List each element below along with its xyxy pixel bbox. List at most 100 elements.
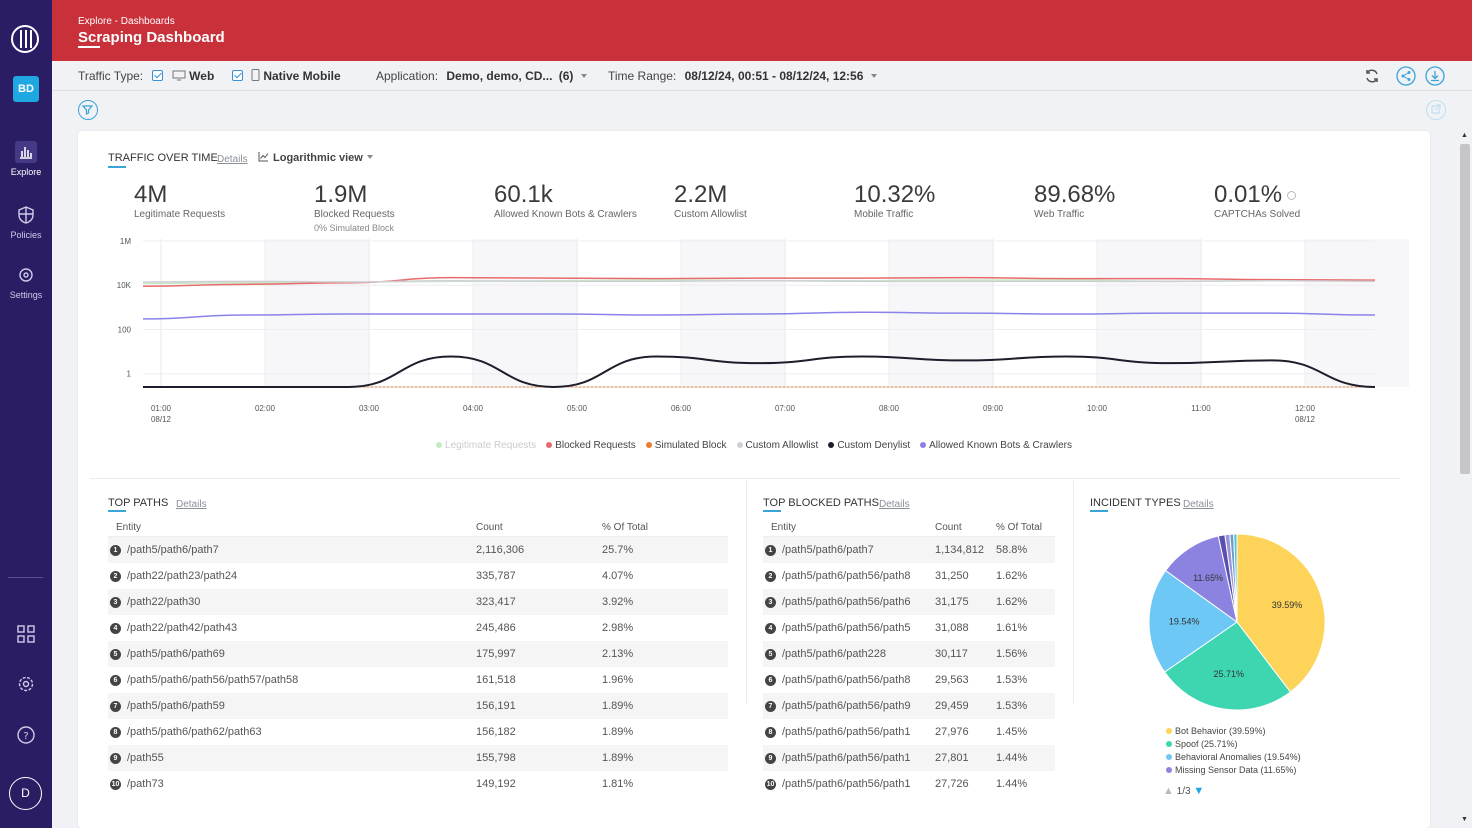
apps-grid-icon[interactable] [16, 624, 36, 644]
count-cell: 323,417 [476, 596, 516, 608]
sidebar-item-explore[interactable]: Explore [0, 141, 52, 177]
table-row[interactable]: 7/path5/path6/path59 156,191 1.89% [108, 693, 728, 719]
pie-legend-item[interactable]: Bot Behavior (39.59%) [1166, 725, 1301, 738]
web-checkbox[interactable] [152, 70, 164, 81]
entity-cell[interactable]: 3/path22/path30 [110, 596, 470, 608]
entity-cell[interactable]: 2/path22/path23/path24 [110, 570, 470, 582]
entity-cell[interactable]: 1/path5/path6/path7 [765, 544, 929, 556]
page-scrollbar[interactable]: ▲ ▼ [1458, 130, 1472, 828]
native-mobile-checkbox[interactable] [231, 70, 243, 81]
percent-cell: 1.44% [996, 778, 1028, 790]
logo-icon[interactable] [11, 25, 39, 53]
gear-icon[interactable] [16, 674, 36, 694]
pager-next-icon[interactable]: ▼ [1193, 785, 1205, 797]
column-header[interactable]: Count [935, 522, 962, 533]
pie-legend-item[interactable]: Behavioral Anomalies (19.54%) [1166, 751, 1301, 764]
scroll-up-icon[interactable]: ▲ [1461, 132, 1468, 139]
table-row[interactable]: 1/path5/path6/path7 2,116,306 25.7% [108, 537, 728, 563]
column-header[interactable]: Entity [771, 522, 797, 533]
entity-cell[interactable]: 5/path5/path6/path228 [765, 648, 929, 660]
table-row[interactable]: 2/path5/path6/path56/path8 31,250 1.62% [763, 563, 1055, 589]
column-header[interactable]: Entity [116, 522, 142, 533]
pie-legend-item[interactable]: Spoof (25.71%) [1166, 738, 1301, 751]
filter-button[interactable] [78, 100, 98, 120]
application-count: (6) [558, 69, 574, 83]
table-row[interactable]: 3/path22/path30 323,417 3.92% [108, 589, 728, 615]
info-icon[interactable] [1287, 191, 1296, 200]
table-row[interactable]: 9/path55 155,798 1.89% [108, 745, 728, 771]
kpi-item: 10.32% Mobile Traffic [854, 181, 935, 220]
pie-legend-pager: ▲ 1/3 ▼ [1163, 785, 1204, 797]
sidebar-item-settings[interactable]: Settings [0, 264, 52, 300]
entity-cell[interactable]: 1/path5/path6/path7 [110, 544, 470, 556]
table-row[interactable]: 3/path5/path6/path56/path6 31,175 1.62% [763, 589, 1055, 615]
entity-cell[interactable]: 4/path22/path42/path43 [110, 622, 470, 634]
section-underline [1090, 510, 1108, 512]
entity-cell[interactable]: 6/path5/path6/path56/path8 [765, 674, 929, 686]
share-icon[interactable] [1396, 66, 1416, 86]
table-row[interactable]: 2/path22/path23/path24 335,787 4.07% [108, 563, 728, 589]
entity-cell[interactable]: 10/path73 [110, 778, 470, 790]
legend-item[interactable]: Custom Denylist [828, 440, 910, 451]
column-header[interactable]: Count [476, 522, 503, 533]
entity-cell[interactable]: 8/path5/path6/path62/path63 [110, 726, 470, 738]
table-row[interactable]: 10/path5/path6/path56/path1 27,726 1.44% [763, 771, 1055, 797]
table-row[interactable]: 10/path73 149,192 1.81% [108, 771, 728, 797]
traffic-details-link[interactable]: Details [217, 154, 248, 165]
legend-item[interactable]: Blocked Requests [546, 440, 636, 451]
entity-cell[interactable]: 7/path5/path6/path59 [110, 700, 470, 712]
column-header[interactable]: % Of Total [996, 522, 1042, 533]
table-row[interactable]: 5/path5/path6/path69 175,997 2.13% [108, 641, 728, 667]
pie-legend-item[interactable]: Missing Sensor Data (11.65%) [1166, 764, 1301, 777]
entity-text: /path22/path30 [127, 596, 201, 608]
x-tick-label: 04:00 [463, 404, 484, 413]
rank-badge: 1 [110, 545, 121, 556]
percent-cell: 25.7% [602, 544, 634, 556]
kpi-label: Allowed Known Bots & Crawlers [494, 209, 637, 220]
grid-band [681, 239, 785, 387]
account-avatar[interactable]: BD [13, 76, 39, 102]
sidebar-item-policies[interactable]: Policies [0, 204, 52, 240]
pager-prev-icon[interactable]: ▲ [1163, 785, 1174, 797]
entity-cell[interactable]: 8/path5/path6/path56/path1 [765, 726, 929, 738]
entity-cell[interactable]: 4/path5/path6/path56/path5 [765, 622, 929, 634]
entity-cell[interactable]: 3/path5/path6/path56/path6 [765, 596, 929, 608]
legend-item[interactable]: Custom Allowlist [736, 440, 818, 451]
table-row[interactable]: 4/path22/path42/path43 245,486 2.98% [108, 615, 728, 641]
legend-item[interactable]: Simulated Block [645, 440, 727, 451]
table-row[interactable]: 5/path5/path6/path228 30,117 1.56% [763, 641, 1055, 667]
top-paths-details-link[interactable]: Details [176, 499, 207, 510]
entity-cell[interactable]: 10/path5/path6/path56/path1 [765, 778, 929, 790]
incident-details-link[interactable]: Details [1183, 499, 1214, 510]
refresh-icon[interactable] [1362, 66, 1382, 86]
entity-cell[interactable]: 9/path5/path6/path56/path1 [765, 752, 929, 764]
table-row[interactable]: 1/path5/path6/path7 1,134,812 58.8% [763, 537, 1055, 563]
scroll-down-icon[interactable]: ▼ [1461, 816, 1468, 823]
entity-cell[interactable]: 7/path5/path6/path56/path9 [765, 700, 929, 712]
entity-cell[interactable]: 5/path5/path6/path69 [110, 648, 470, 660]
application-dropdown[interactable]: Application: Demo, demo, CD... (6) [376, 69, 587, 83]
column-header[interactable]: % Of Total [602, 522, 648, 533]
application-value: Demo, demo, CD... [446, 69, 553, 83]
view-mode-dropdown[interactable]: Logarithmic view [258, 151, 373, 164]
table-row[interactable]: 6/path5/path6/path56/path8 29,563 1.53% [763, 667, 1055, 693]
table-row[interactable]: 9/path5/path6/path56/path1 27,801 1.44% [763, 745, 1055, 771]
scrollbar-thumb[interactable] [1460, 144, 1470, 474]
legend-item[interactable]: Allowed Known Bots & Crawlers [920, 440, 1072, 451]
help-icon[interactable]: ? [16, 725, 36, 745]
entity-cell[interactable]: 9/path55 [110, 752, 470, 764]
table-row[interactable]: 8/path5/path6/path62/path63 156,182 1.89% [108, 719, 728, 745]
entity-cell[interactable]: 6/path5/path6/path56/path57/path58 [110, 674, 470, 686]
legend-item[interactable]: Legitimate Requests [436, 440, 536, 451]
top-blocked-details-link[interactable]: Details [879, 499, 910, 510]
export-button[interactable] [1426, 100, 1446, 120]
download-icon[interactable] [1425, 66, 1445, 86]
table-row[interactable]: 4/path5/path6/path56/path5 31,088 1.61% [763, 615, 1055, 641]
time-range-dropdown[interactable]: Time Range: 08/12/24, 00:51 - 08/12/24, … [608, 69, 877, 83]
entity-cell[interactable]: 2/path5/path6/path56/path8 [765, 570, 929, 582]
table-row[interactable]: 6/path5/path6/path56/path57/path58 161,51… [108, 667, 728, 693]
user-avatar[interactable]: D [9, 777, 42, 810]
table-row[interactable]: 7/path5/path6/path56/path9 29,459 1.53% [763, 693, 1055, 719]
breadcrumb[interactable]: Explore - Dashboards [78, 16, 175, 27]
table-row[interactable]: 8/path5/path6/path56/path1 27,976 1.45% [763, 719, 1055, 745]
